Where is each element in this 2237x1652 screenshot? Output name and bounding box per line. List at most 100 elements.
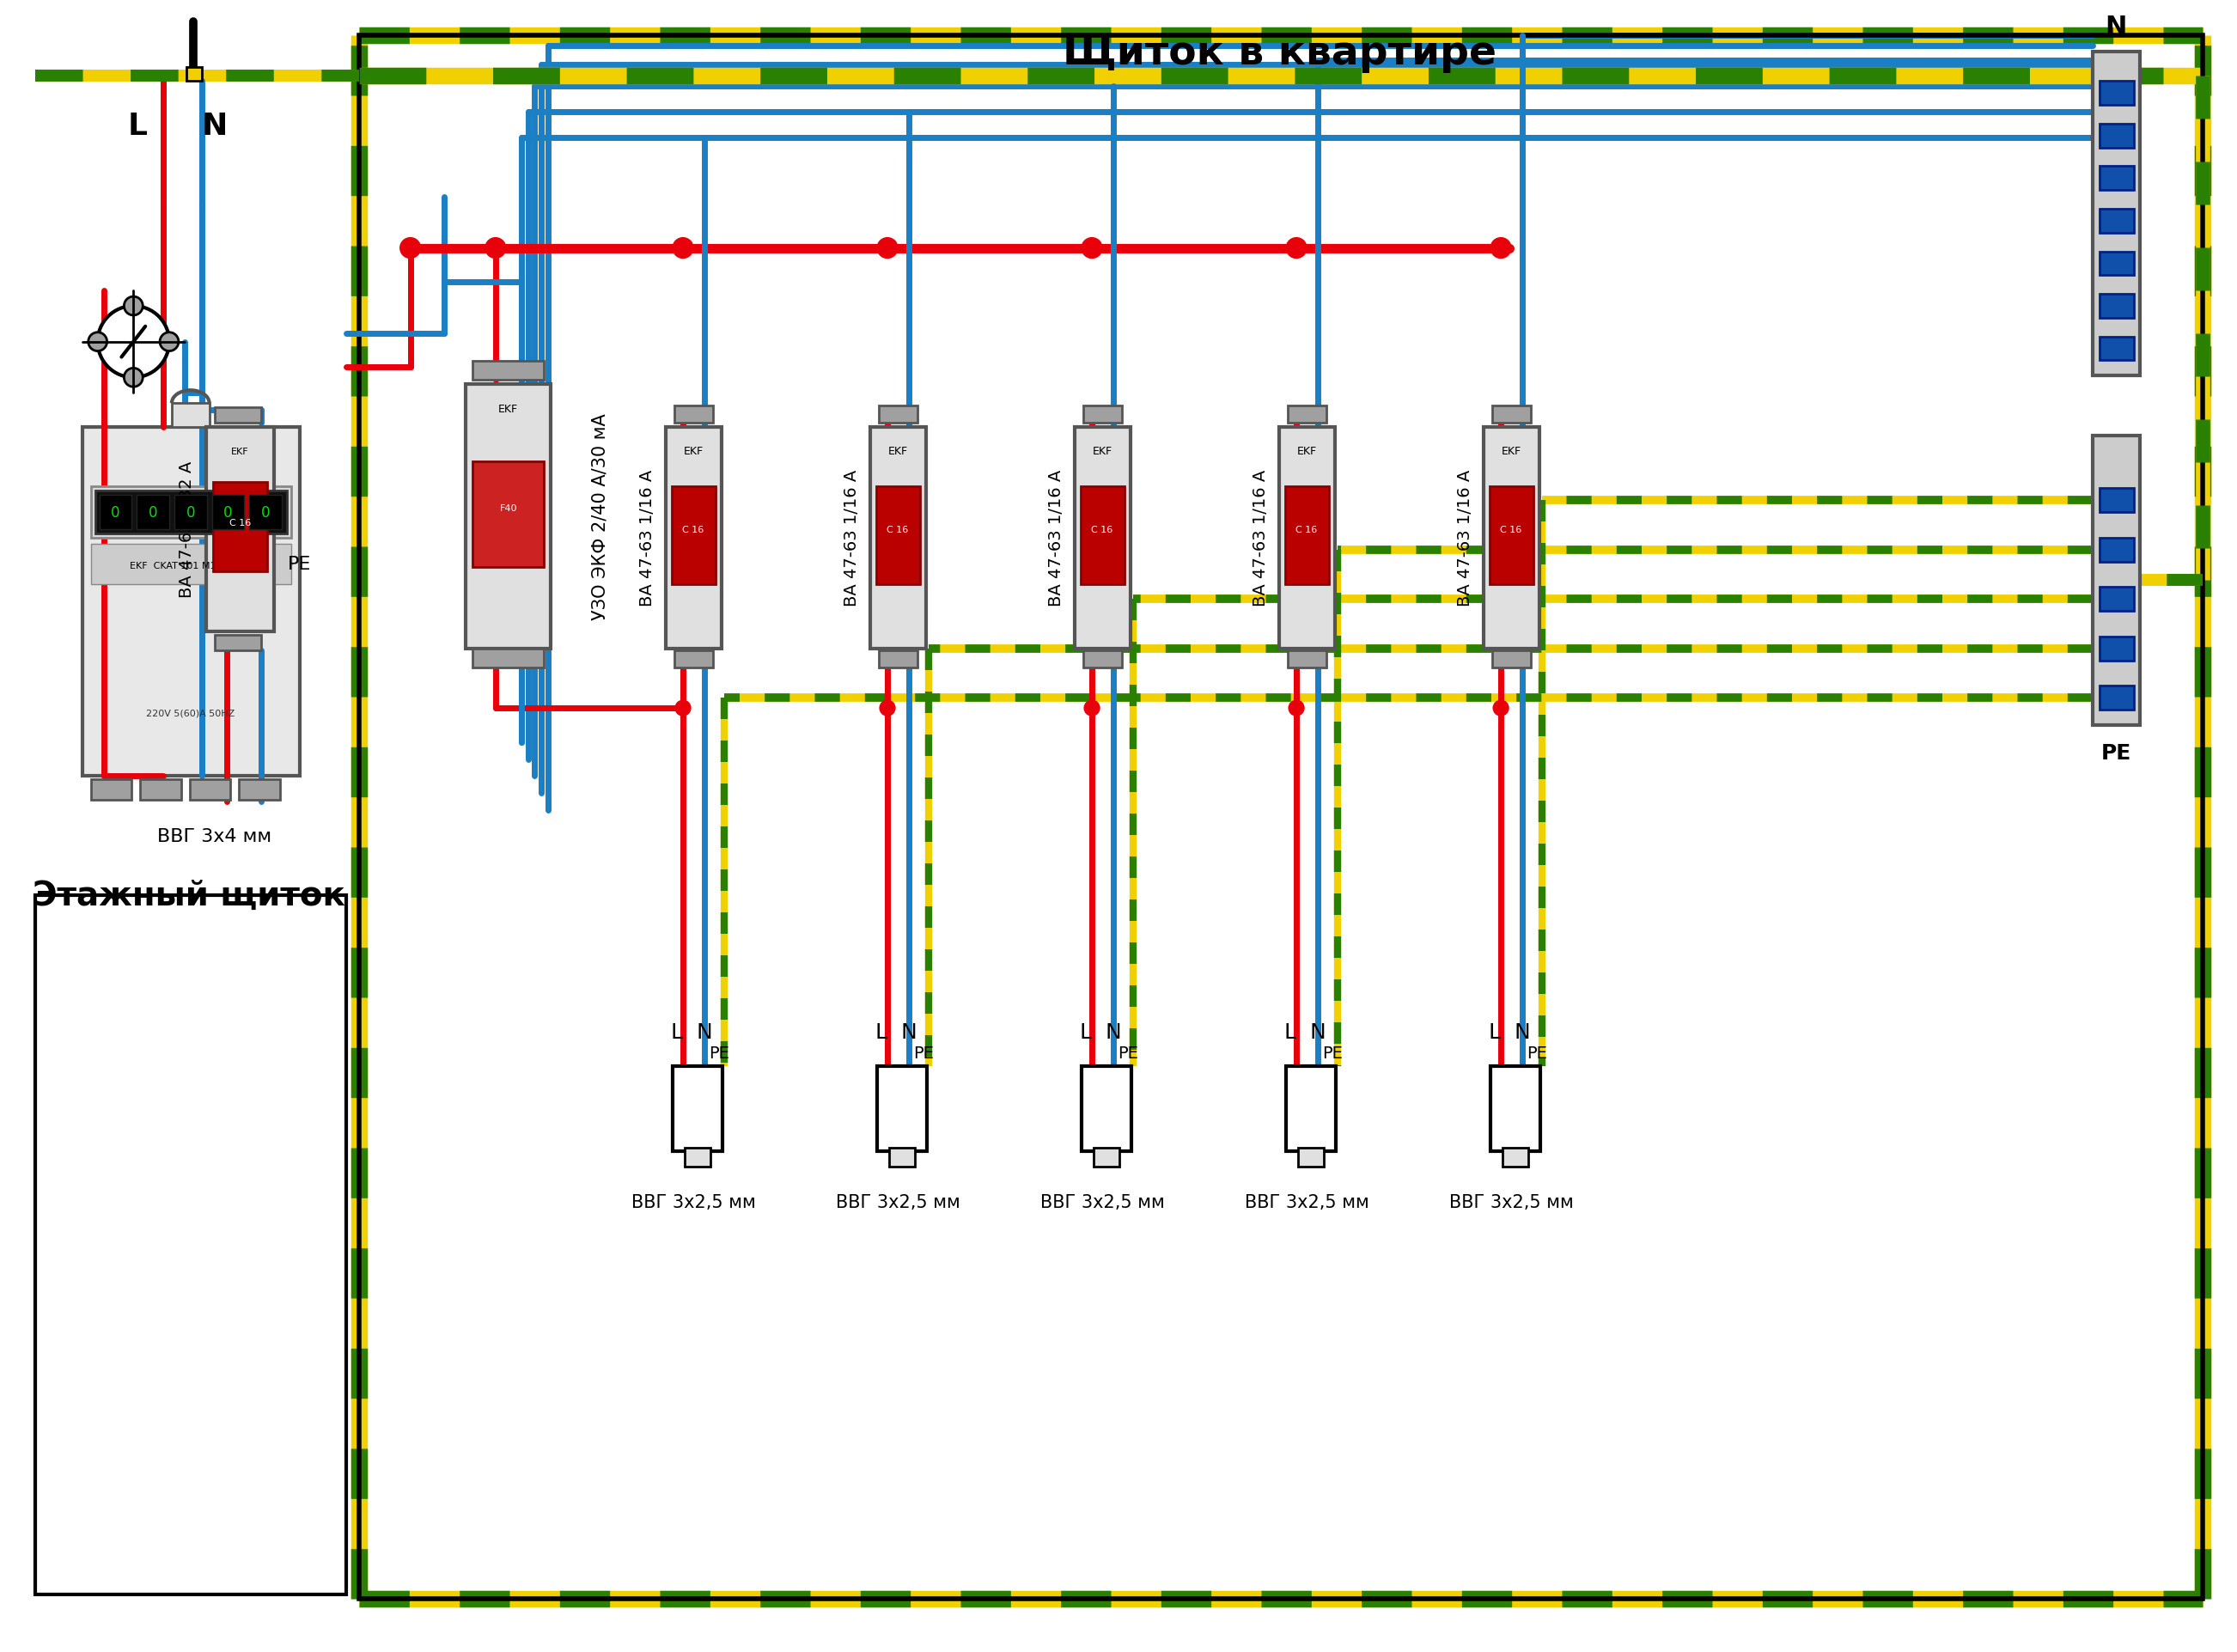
Bar [215,636,262,651]
Text: C 16: C 16 [1295,525,1318,534]
Bar [888,1148,915,1166]
Text: C 16: C 16 [1092,525,1114,534]
Bar [2101,167,2134,190]
Bar [877,487,919,585]
Bar [248,496,282,530]
Bar [360,36,2203,1599]
Bar [1492,406,1530,423]
Text: PE: PE [289,555,311,572]
Text: ВА 47-63 1/16 А: ВА 47-63 1/16 А [640,469,655,606]
Text: 220V 5(60)A 50HZ: 220V 5(60)A 50HZ [145,709,235,717]
Bar [2101,638,2134,661]
Text: PE: PE [913,1046,933,1062]
Text: L: L [875,1023,886,1042]
Text: N: N [902,1023,917,1042]
Bar [2101,253,2134,276]
Circle shape [1494,700,1508,717]
Text: УЗО ЭКФ 2/40 А/30 мА: УЗО ЭКФ 2/40 А/30 мА [593,413,608,620]
Bar [2101,588,2134,611]
Bar [1289,406,1327,423]
Bar [2094,53,2141,377]
Bar [877,1066,926,1151]
Text: PE: PE [1526,1046,1548,1062]
Text: N: N [201,111,228,140]
Text: L: L [1284,1023,1295,1042]
Bar [472,362,544,380]
Bar [1280,428,1335,649]
Bar [1289,651,1327,667]
Bar [1503,1148,1528,1166]
Text: PE: PE [709,1046,729,1062]
Circle shape [673,238,693,259]
Bar [472,649,544,667]
Bar [1297,1148,1324,1166]
Bar [1286,487,1329,585]
Text: EKF: EKF [682,446,702,458]
Text: EKF: EKF [1297,446,1318,458]
Bar [671,487,716,585]
Bar [2101,124,2134,149]
Circle shape [87,334,107,352]
Text: EKF: EKF [499,403,519,415]
Text: C 16: C 16 [228,519,251,527]
Bar [141,780,181,801]
Text: L: L [128,111,148,140]
Text: PE: PE [2101,742,2132,763]
Bar [870,428,926,649]
Bar [96,491,286,534]
Text: N: N [1309,1023,1327,1042]
Bar [2101,489,2134,512]
Text: 0: 0 [186,506,195,520]
Text: L: L [1488,1023,1501,1042]
Text: ВА 47-63 2/32 А: ВА 47-63 2/32 А [179,461,195,598]
Text: N: N [1105,1023,1121,1042]
Bar [206,428,273,631]
Bar [2101,686,2134,710]
Circle shape [676,700,691,717]
Bar [685,1148,709,1166]
Text: C 16: C 16 [1501,525,1521,534]
Bar [92,544,291,585]
Bar [213,496,244,530]
Text: ВА 47-63 1/16 А: ВА 47-63 1/16 А [1456,469,1474,606]
Text: EKF: EKF [230,448,248,456]
Bar [174,496,206,530]
Bar [136,496,170,530]
Text: C 16: C 16 [886,525,908,534]
Bar [215,408,262,423]
Bar [1083,651,1121,667]
Bar [879,651,917,667]
Text: Этажный щиток: Этажный щиток [34,879,344,912]
Text: ВВГ 3х4 мм: ВВГ 3х4 мм [157,828,271,844]
Text: PE: PE [1322,1046,1342,1062]
Bar [1490,1066,1539,1151]
Text: ВА 47-63 1/16 А: ВА 47-63 1/16 А [1253,469,1268,606]
Bar [190,780,230,801]
Text: ВА 47-63 1/16 А: ВА 47-63 1/16 А [843,469,859,606]
Bar [172,403,210,428]
Bar [673,1066,723,1151]
Bar [1490,487,1532,585]
Bar [2101,539,2134,562]
Text: L: L [1078,1023,1092,1042]
Text: EKF: EKF [1501,446,1521,458]
Circle shape [123,368,143,388]
Circle shape [1289,700,1304,717]
Circle shape [485,238,506,259]
Text: EKF: EKF [1092,446,1112,458]
Circle shape [1490,238,1512,259]
Circle shape [879,700,895,717]
Bar [2101,337,2134,362]
Bar [1094,1148,1118,1166]
Circle shape [98,307,170,378]
Text: L: L [671,1023,682,1042]
Text: ВВГ 3х2,5 мм: ВВГ 3х2,5 мм [1450,1194,1573,1211]
Bar [186,68,201,81]
Text: ВВГ 3х2,5 мм: ВВГ 3х2,5 мм [1244,1194,1369,1211]
Bar [92,487,291,539]
Text: N: N [1514,1023,1530,1042]
Bar [213,482,266,572]
Bar [465,385,550,649]
Text: 0: 0 [262,506,271,520]
Bar [673,406,714,423]
